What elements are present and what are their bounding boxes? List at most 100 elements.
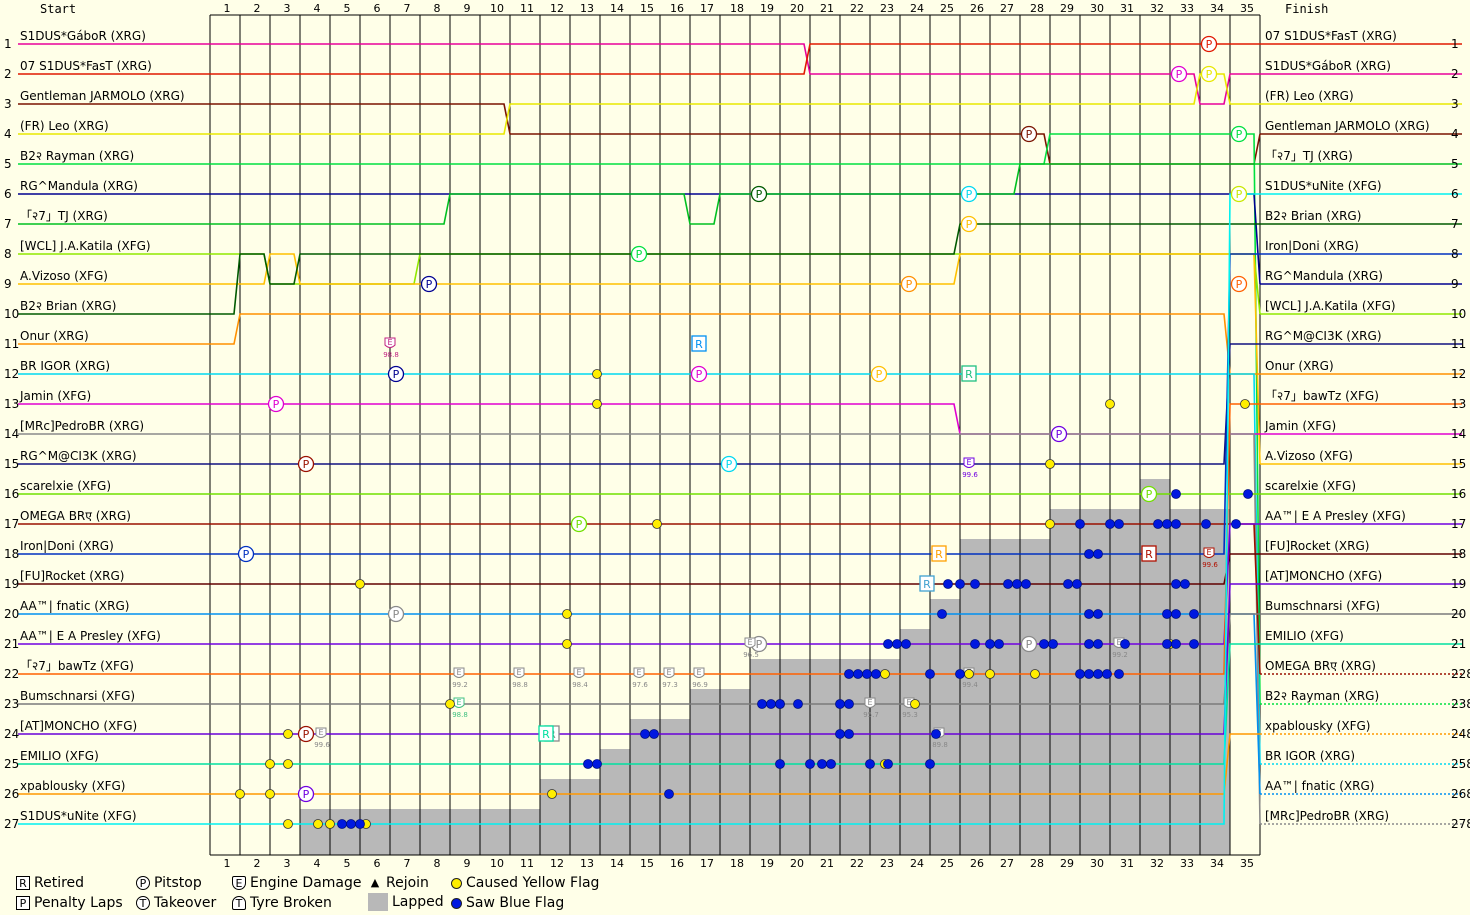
lapped-bar [780, 659, 810, 855]
start-driver-label: RG^M@CI3K (XRG) [20, 449, 137, 463]
yellow-flag-dot [355, 579, 365, 589]
start-position-number: 20 [4, 607, 19, 621]
blue-flag-dot [1039, 639, 1049, 649]
engine-letter: E [456, 698, 461, 707]
lapped-bar [660, 719, 690, 855]
blue-flag-dot [1075, 519, 1085, 529]
lap-tick-label: 26 [970, 857, 984, 870]
finish-driver-label: Jamin (XFG) [1264, 419, 1336, 433]
lap-tick-label: 21 [820, 857, 834, 870]
finish-position-number: 21 [1451, 637, 1466, 651]
blue-flag-dot [871, 669, 881, 679]
blue-flag-dot [1084, 639, 1094, 649]
engine-damage-icon [384, 337, 396, 348]
start-position-number: 9 [4, 277, 12, 291]
pitstop-letter: P [1146, 488, 1153, 501]
lap-tick-label: 27 [1000, 857, 1014, 870]
race-position-chart: 1122334455667788991010111112121313141415… [4, 2, 1470, 870]
blue-flag-dot [955, 669, 965, 679]
engine-health-label: 99.2 [452, 681, 468, 689]
lap-tick-label: 19 [760, 2, 774, 15]
blue-flag-dot [1120, 639, 1130, 649]
pitstop-icon [237, 545, 255, 563]
pitstop-letter: P [393, 368, 400, 381]
lapped-bar [690, 689, 720, 855]
blue-flag-dot [346, 819, 356, 829]
retired-letter: R [965, 368, 973, 381]
blue-flag-dot [1105, 519, 1115, 529]
finish-driver-label: [FU]Rocket (XRG) [1265, 539, 1369, 553]
blue-flag-dot [955, 579, 965, 589]
start-position-number: 27 [4, 817, 19, 831]
engine-damage-marker: E 96.5 [743, 637, 759, 659]
lap-tick-label: 24 [910, 2, 924, 15]
blue-flag-dot [901, 639, 911, 649]
lap-tick-label: 7 [404, 857, 411, 870]
lap-tick-label: 25 [940, 857, 954, 870]
lap-tick-label: 11 [520, 2, 534, 15]
start-driver-label: [MRc]PedroBR (XRG) [20, 419, 144, 433]
engine-letter: E [867, 698, 872, 707]
pitstop-marker: P [690, 365, 708, 383]
lap-tick-label: 35 [1240, 2, 1254, 15]
pitstop-marker: P [1140, 485, 1158, 503]
legend-label: Retired [34, 875, 85, 891]
finish-position-number: 4 [1451, 127, 1459, 141]
retired-icon [538, 725, 554, 742]
lap-tick-label: 7 [404, 2, 411, 15]
start-position-number: 21 [4, 637, 19, 651]
engine-damage-marker: E 99.6 [962, 457, 978, 479]
yellow-flag-dot [283, 729, 293, 739]
yellow-flag-dot [283, 759, 293, 769]
start-position-number: 15 [4, 457, 19, 471]
race-events: PPPPPPPPPPPPPPPPPPPPPPPPPPPPRRRRRRRE98.8… [235, 35, 1253, 829]
legend-label: Penalty Laps [34, 895, 123, 911]
lap-tick-label: 17 [700, 2, 714, 15]
finish-position-number: 278 [1451, 817, 1470, 831]
finish-driver-label: AA™| fnatic (XRG) [1265, 779, 1374, 793]
lap-tick-label: 8 [434, 2, 441, 15]
blue-flag-dot [883, 759, 893, 769]
finish-driver-label: Iron|Doni (XRG) [1265, 239, 1359, 253]
engine-damage-marker: E 98.8 [452, 697, 468, 719]
pitstop-icon [720, 455, 738, 473]
finish-position-number: 258 [1451, 757, 1470, 771]
yellow-flag-dot [547, 789, 557, 799]
start-driver-label: B2२ Rayman (XRG) [20, 149, 134, 163]
lap-tick-label: 17 [700, 857, 714, 870]
pitstop-letter: P [1206, 68, 1213, 81]
lapped-bar [300, 809, 330, 855]
blue-flag-dot [775, 759, 785, 769]
blue-flag-dot [766, 699, 776, 709]
lapped-bar [1080, 509, 1110, 855]
retired-marker: R [538, 725, 554, 742]
lap-tick-label: 1 [224, 2, 231, 15]
engine-health-label: 95.3 [902, 711, 918, 719]
lap-tick-label: 4 [314, 2, 321, 15]
finish-position-number: 228 [1451, 667, 1470, 681]
blue-flag-dot [985, 639, 995, 649]
finish-position-number: 7 [1451, 217, 1459, 231]
lap-tick-label: 8 [434, 857, 441, 870]
pitstop-icon [630, 245, 648, 263]
lapped-bar [360, 809, 390, 855]
legend-label: Engine Damage [250, 875, 362, 891]
pitstop-marker: P [750, 185, 768, 203]
pitstop-letter: P [273, 398, 280, 411]
start-header: Start [40, 2, 76, 16]
driver-trace [210, 253, 1261, 465]
pitstop-letter: P [1236, 278, 1243, 291]
yellow-flag-dot [265, 789, 275, 799]
pitstop-icon [1200, 65, 1218, 83]
driver-traces [210, 43, 1261, 825]
pitstop-marker: P [960, 215, 978, 233]
start-driver-label: Bumschnarsi (XFG) [20, 689, 135, 703]
yellow-flag-dot [313, 819, 323, 829]
blue-flag-dot [664, 789, 674, 799]
driver-trace [210, 553, 1260, 585]
blue-flag-dot [1231, 519, 1241, 529]
legend-penalty: P Penalty Laps [16, 895, 123, 911]
blue-flag-dot [925, 669, 935, 679]
blue-flag-dot [1171, 609, 1181, 619]
engine-health-label: 96.9 [692, 681, 708, 689]
